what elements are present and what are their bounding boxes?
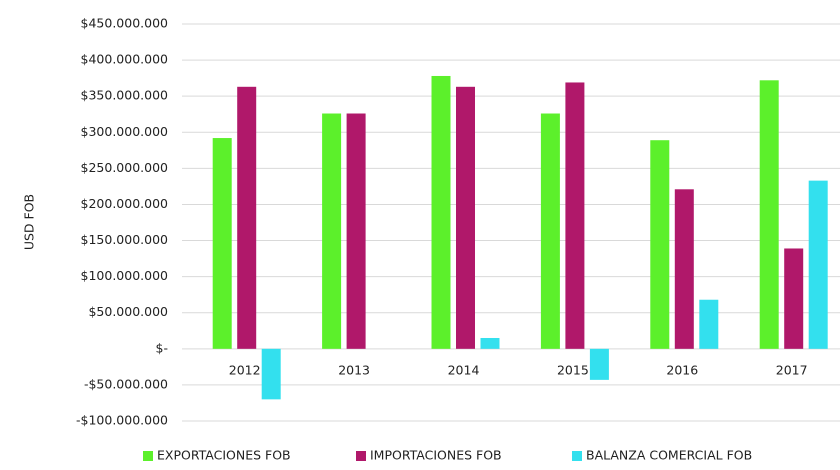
y-tick-label: $200.000.000 xyxy=(81,196,169,211)
y-tick-label: $350.000.000 xyxy=(81,88,169,103)
bar xyxy=(674,189,694,349)
bar xyxy=(759,80,779,349)
y-tick-label: $250.000.000 xyxy=(81,160,169,175)
x-tick-label: 2017 xyxy=(776,362,808,377)
y-tick-label: $150.000.000 xyxy=(81,232,169,247)
bar xyxy=(540,113,560,349)
y-axis-title: USD FOB xyxy=(22,194,37,250)
bar xyxy=(480,337,500,349)
y-tick-label: $100.000.000 xyxy=(81,268,169,283)
x-tick-label: 2013 xyxy=(338,362,370,377)
legend-swatch xyxy=(143,451,153,461)
x-tick-label: 2014 xyxy=(448,362,480,377)
y-tick-label: $450.000.000 xyxy=(81,16,169,31)
y-tick-label: -$100.000.000 xyxy=(76,413,168,428)
bar xyxy=(565,82,585,349)
y-tick-label: $- xyxy=(156,340,168,355)
bar xyxy=(650,140,670,349)
legend-label: EXPORTACIONES FOB xyxy=(157,448,291,463)
legend-swatch xyxy=(356,451,366,461)
x-tick-label: 2016 xyxy=(666,362,698,377)
legend-swatch xyxy=(572,451,582,461)
x-tick-label: 2015 xyxy=(557,362,589,377)
y-tick-label: $300.000.000 xyxy=(81,124,169,139)
x-tick-label: 2012 xyxy=(229,362,261,377)
bar xyxy=(322,113,342,349)
bar xyxy=(346,113,366,349)
y-tick-label: $50.000.000 xyxy=(88,304,168,319)
y-tick-label: -$50.000.000 xyxy=(84,376,168,391)
bar xyxy=(431,75,451,349)
bar xyxy=(212,138,232,349)
legend-label: IMPORTACIONES FOB xyxy=(370,448,502,463)
bar xyxy=(589,348,609,380)
legend-label: BALANZA COMERCIAL FOB xyxy=(586,448,752,463)
bar xyxy=(456,86,475,349)
bar xyxy=(237,86,257,349)
y-tick-label: $400.000.000 xyxy=(81,52,169,67)
bar xyxy=(261,348,281,400)
bar xyxy=(699,299,719,349)
bar xyxy=(784,248,804,349)
bar xyxy=(808,180,828,349)
